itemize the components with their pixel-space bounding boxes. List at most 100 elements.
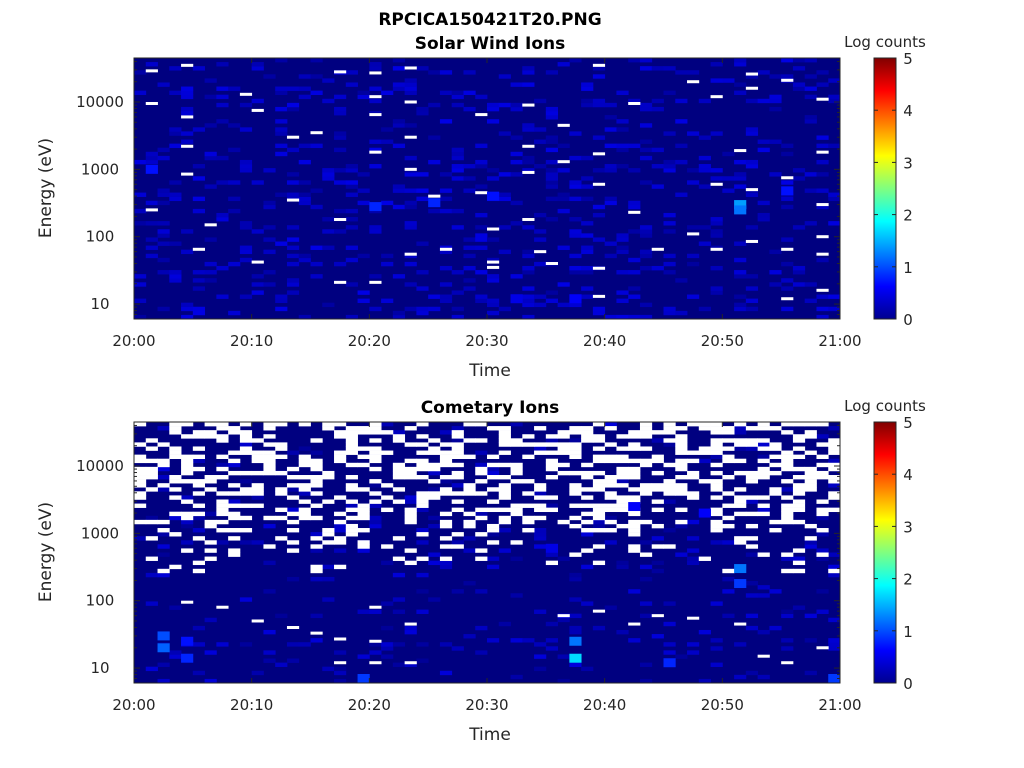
heatmap-cell <box>804 115 817 120</box>
heatmap-cell <box>734 274 747 279</box>
heatmap-cell <box>216 540 229 545</box>
colorbar-tick-label: 1 <box>903 623 913 641</box>
no-data-gap <box>169 454 182 460</box>
no-data-gap <box>381 507 394 513</box>
no-data-gap <box>569 487 582 492</box>
no-data-gap <box>475 532 488 537</box>
no-data-gap <box>369 422 382 427</box>
no-data-gap <box>828 507 841 513</box>
heatmap-cell <box>816 532 829 537</box>
no-data-gap <box>239 515 253 521</box>
no-data-gap <box>416 462 429 468</box>
heatmap-cell <box>157 200 170 206</box>
heatmap-cell <box>557 143 570 149</box>
heatmap-cell <box>381 625 394 631</box>
heatmap-cell <box>628 638 641 643</box>
heatmap-cell <box>698 225 711 230</box>
no-data-gap <box>181 499 194 504</box>
no-data-gap <box>463 523 476 529</box>
no-data-gap <box>698 556 711 561</box>
heatmap-cell <box>310 548 323 553</box>
no-data-gap <box>439 511 453 517</box>
heatmap-cell <box>392 58 406 63</box>
heatmap-cell <box>639 249 653 255</box>
no-data-gap <box>710 495 723 500</box>
no-data-gap <box>628 548 641 553</box>
heatmap-cell <box>745 131 759 136</box>
heatmap-cell <box>475 625 488 631</box>
heatmap-cell <box>275 192 288 197</box>
heatmap-cell <box>145 155 158 161</box>
heatmap-cell <box>263 270 276 275</box>
heatmap-cell <box>239 225 253 230</box>
no-data-gap <box>181 434 194 439</box>
heatmap-cell <box>557 302 570 308</box>
no-data-gap <box>722 430 735 435</box>
no-data-gap <box>604 442 617 447</box>
heatmap-cell <box>781 609 794 614</box>
no-data-gap <box>781 661 794 665</box>
heatmap-cell <box>545 70 558 75</box>
heatmap-cell <box>745 159 759 165</box>
heatmap-cell <box>675 98 688 104</box>
heatmap-cell <box>569 184 582 189</box>
heatmap-cell <box>298 253 311 259</box>
x-tick-label: 20:20 <box>348 332 391 350</box>
colorbar-tick-label: 3 <box>903 518 913 536</box>
no-data-gap <box>216 426 229 431</box>
no-data-gap <box>628 523 641 529</box>
heatmap-cell <box>204 78 217 83</box>
heatmap-cell <box>275 662 288 667</box>
no-data-gap <box>781 462 794 468</box>
heatmap-cell <box>216 265 229 271</box>
no-data-gap <box>216 511 229 517</box>
heatmap-cell <box>545 217 558 222</box>
heatmap-cell <box>416 572 429 578</box>
no-data-gap <box>404 475 417 480</box>
heatmap-cell <box>581 86 594 91</box>
no-data-gap <box>439 475 453 480</box>
heatmap-cell <box>322 564 335 570</box>
heatmap-cell <box>145 62 158 67</box>
x-axis-label: Time <box>468 361 511 381</box>
no-data-gap <box>663 462 676 468</box>
no-data-gap <box>687 458 700 464</box>
heatmap-cell <box>169 650 182 655</box>
no-data-gap <box>263 470 276 476</box>
no-data-gap <box>592 483 606 488</box>
no-data-gap <box>828 450 841 455</box>
heatmap-cell <box>439 298 453 303</box>
heatmap-cell <box>639 662 653 667</box>
no-data-gap <box>369 280 382 284</box>
no-data-gap <box>145 519 158 525</box>
heatmap-cell <box>545 115 558 120</box>
heatmap-cell <box>298 86 311 91</box>
heatmap-cell <box>628 270 641 275</box>
no-data-gap <box>510 442 523 447</box>
no-data-gap <box>357 511 370 517</box>
heatmap-cell <box>816 556 829 561</box>
heatmap-cell <box>334 208 347 214</box>
heatmap-cell <box>451 483 464 488</box>
heatmap-cell <box>345 208 358 214</box>
heatmap-cell <box>357 609 370 614</box>
heatmap-cell <box>239 221 253 226</box>
no-data-gap <box>275 491 288 496</box>
heatmap-cell <box>239 642 253 647</box>
heatmap-cell <box>487 298 500 303</box>
heatmap-cell <box>463 188 476 193</box>
heatmap-cell <box>263 589 276 594</box>
heatmap-cell <box>498 528 511 533</box>
heatmap-cell <box>639 302 653 308</box>
heatmap-cell <box>157 631 170 641</box>
heatmap-cell <box>487 102 500 108</box>
no-data-gap <box>581 503 594 508</box>
heatmap-cell <box>804 58 817 63</box>
heatmap-cell <box>510 556 523 561</box>
heatmap-cell <box>392 119 406 124</box>
heatmap-cell <box>722 540 735 545</box>
no-data-gap <box>322 470 335 476</box>
no-data-gap <box>416 450 429 455</box>
heatmap-cell <box>628 257 641 263</box>
heatmap-cell <box>487 257 500 263</box>
